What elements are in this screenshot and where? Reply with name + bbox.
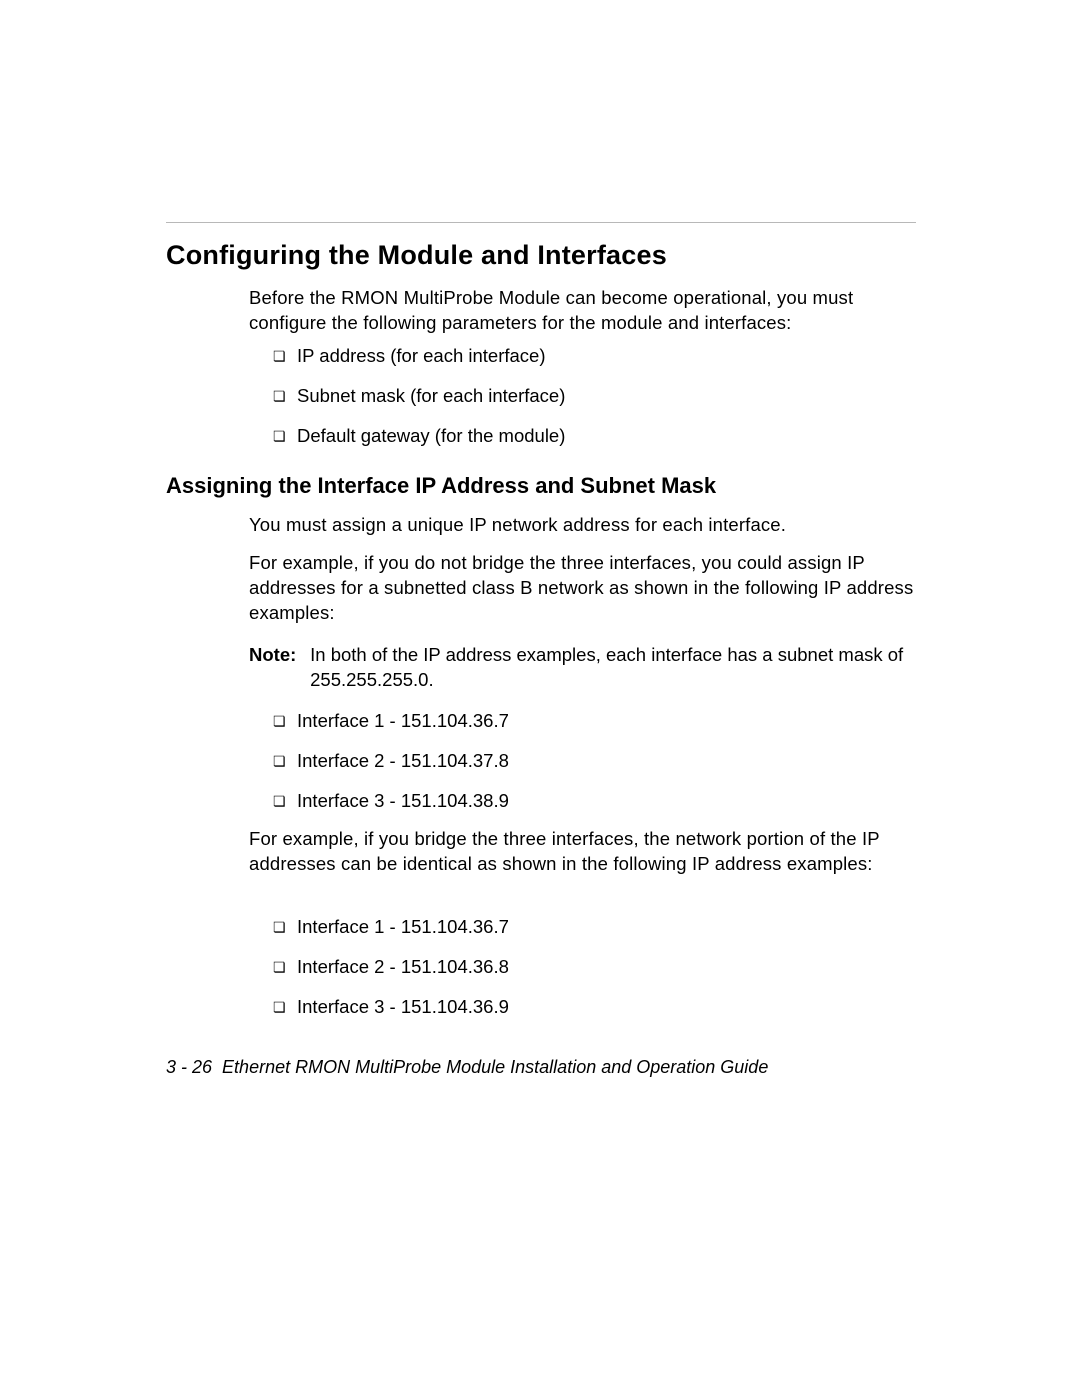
list-item-text: Interface 2 - 151.104.36.8 <box>297 955 913 980</box>
list-item: ❏ Subnet mask (for each interface) <box>273 384 913 409</box>
bullet-icon: ❏ <box>273 749 297 773</box>
bullet-icon: ❏ <box>273 789 297 813</box>
heading-1: Configuring the Module and Interfaces <box>166 240 667 271</box>
bullet-icon: ❏ <box>273 384 297 408</box>
example1-paragraph: For example, if you do not bridge the th… <box>249 551 919 626</box>
list-item: ❏ Interface 2 - 151.104.36.8 <box>273 955 913 980</box>
footer-page-number: 3 - 26 <box>166 1057 212 1077</box>
note-text: In both of the IP address examples, each… <box>310 643 910 693</box>
note-label: Note: <box>249 643 305 668</box>
list-item: ❏ Interface 2 - 151.104.37.8 <box>273 749 913 774</box>
assign-paragraph: You must assign a unique IP network addr… <box>249 513 919 538</box>
list-item-text: Interface 3 - 151.104.38.9 <box>297 789 913 814</box>
bullet-icon: ❏ <box>273 995 297 1019</box>
note-block: Note: In both of the IP address examples… <box>249 643 919 693</box>
list-item-text: Interface 1 - 151.104.36.7 <box>297 915 913 940</box>
page: Configuring the Module and Interfaces Be… <box>0 0 1080 1397</box>
list-item-text: Subnet mask (for each interface) <box>297 384 913 409</box>
list-item: ❏ Interface 1 - 151.104.36.7 <box>273 915 913 940</box>
footer-title: Ethernet RMON MultiProbe Module Installa… <box>222 1057 768 1077</box>
bullet-icon: ❏ <box>273 955 297 979</box>
list-item: ❏ Default gateway (for the module) <box>273 424 913 449</box>
list-item: ❏ Interface 1 - 151.104.36.7 <box>273 709 913 734</box>
bullet-icon: ❏ <box>273 915 297 939</box>
list-item: ❏ IP address (for each interface) <box>273 344 913 369</box>
list-item-text: Interface 1 - 151.104.36.7 <box>297 709 913 734</box>
bullet-icon: ❏ <box>273 344 297 368</box>
intro-paragraph: Before the RMON MultiProbe Module can be… <box>249 286 919 336</box>
list-item-text: IP address (for each interface) <box>297 344 913 369</box>
list-item-text: Interface 2 - 151.104.37.8 <box>297 749 913 774</box>
list-item: ❏ Interface 3 - 151.104.38.9 <box>273 789 913 814</box>
horizontal-rule <box>166 222 916 223</box>
example2-paragraph: For example, if you bridge the three int… <box>249 827 919 877</box>
heading-2: Assigning the Interface IP Address and S… <box>166 473 716 499</box>
list-item: ❏ Interface 3 - 151.104.36.9 <box>273 995 913 1020</box>
params-list: ❏ IP address (for each interface) ❏ Subn… <box>273 344 913 449</box>
bullet-icon: ❏ <box>273 424 297 448</box>
footer: 3 - 26 Ethernet RMON MultiProbe Module I… <box>166 1057 768 1078</box>
bullet-icon: ❏ <box>273 709 297 733</box>
list-item-text: Default gateway (for the module) <box>297 424 913 449</box>
list-item-text: Interface 3 - 151.104.36.9 <box>297 995 913 1020</box>
ip-list-a: ❏ Interface 1 - 151.104.36.7 ❏ Interface… <box>273 709 913 814</box>
ip-list-b: ❏ Interface 1 - 151.104.36.7 ❏ Interface… <box>273 915 913 1020</box>
